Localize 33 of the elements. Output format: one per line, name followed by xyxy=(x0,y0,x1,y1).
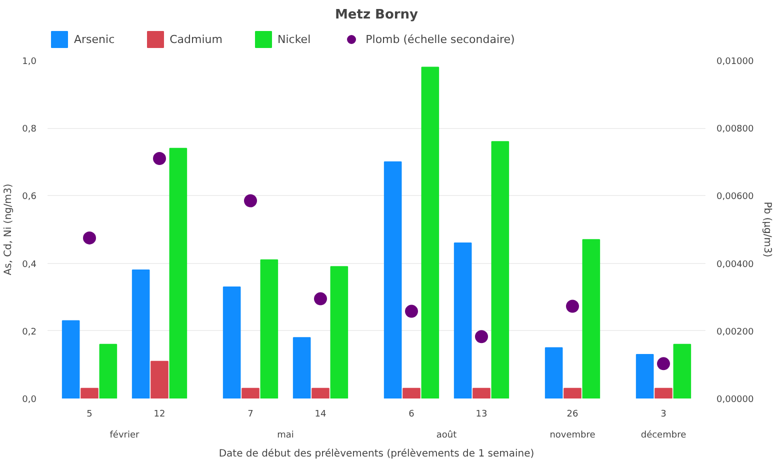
y-tick-label: 0,6 xyxy=(22,192,37,202)
x-tick-label: 6 xyxy=(408,410,415,420)
legend-label: Cadmium xyxy=(170,32,222,46)
x-tick-label: 13 xyxy=(476,410,488,420)
x-tick-label: 5 xyxy=(86,410,92,420)
chart-title: Metz Borny xyxy=(334,8,419,22)
y-tick-label: 1,0 xyxy=(22,57,37,67)
x-tick-label: 14 xyxy=(314,410,326,420)
y2-tick-label: 0,00000 xyxy=(716,395,754,405)
legend-label: Arsenic xyxy=(74,32,115,46)
y-tick-label: 0,0 xyxy=(22,395,37,405)
x-tick-label: 7 xyxy=(248,410,254,420)
text: décembre xyxy=(640,430,687,440)
x-axis-title: Date de début des prélèvements (prélèvements de 1 semaine) xyxy=(218,448,534,460)
y-tick-label: 0,2 xyxy=(22,327,37,338)
y2-tick-label: 0,00800 xyxy=(716,124,754,135)
text: février xyxy=(110,430,140,440)
y2-tick-label: 0,01000 xyxy=(716,57,754,67)
y2-axis-title: Pb (µg/m3) xyxy=(762,202,773,258)
legend-label: Nickel xyxy=(278,32,311,46)
y2-tick-label: 0,00600 xyxy=(716,192,754,202)
y-tick-label: 0,4 xyxy=(22,260,37,270)
y-tick-label: 0,8 xyxy=(22,124,37,135)
text: mai xyxy=(277,430,294,440)
x-tick-label: 12 xyxy=(154,410,166,420)
y2-tick-label: 0,00400 xyxy=(716,260,754,270)
legend-label: Plomb (échelle secondaire) xyxy=(366,32,515,46)
y2-tick-label: 0,00200 xyxy=(716,327,754,338)
x-tick-label: 3 xyxy=(660,410,666,420)
y-axis-title: As, Cd, Ni (ng/m3) xyxy=(3,184,14,276)
text: août xyxy=(436,430,458,440)
x-tick-label: 26 xyxy=(566,410,578,420)
text: novembre xyxy=(550,430,596,440)
